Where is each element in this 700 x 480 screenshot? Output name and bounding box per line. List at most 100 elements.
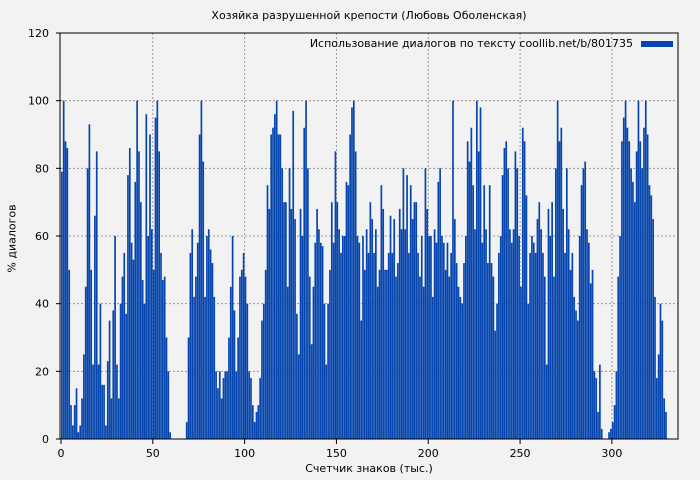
bar [152, 269, 155, 439]
bar [420, 236, 423, 439]
bar [161, 279, 164, 439]
bar [452, 100, 454, 440]
legend-label: Использование диалогов по тексту coollib… [309, 37, 633, 50]
bar [543, 276, 546, 439]
bar [622, 117, 625, 439]
bar [633, 202, 636, 439]
bar [584, 161, 587, 440]
bar [343, 236, 346, 439]
bar [119, 303, 122, 439]
bar [275, 100, 278, 440]
bar [580, 185, 583, 439]
bar [415, 202, 418, 439]
bar [156, 100, 159, 440]
bar [393, 219, 396, 439]
bar [665, 411, 667, 439]
bar [505, 141, 508, 439]
bar [635, 151, 638, 439]
bar [272, 127, 274, 439]
bar [206, 236, 208, 439]
bar [613, 405, 616, 439]
bar [378, 269, 381, 439]
bar [626, 127, 629, 439]
bar [207, 229, 210, 439]
bar [599, 364, 601, 439]
bar [542, 252, 544, 439]
bar [534, 252, 537, 439]
bar [134, 181, 137, 439]
bar [523, 141, 526, 439]
bar [384, 269, 386, 439]
bar [310, 344, 313, 439]
bar [479, 107, 482, 439]
bar [518, 236, 520, 439]
bar [529, 252, 531, 439]
bar [573, 296, 576, 439]
bar [619, 236, 621, 439]
bar [274, 114, 276, 439]
bar [422, 286, 425, 439]
bar [569, 269, 572, 439]
bar [251, 405, 254, 439]
bar [641, 168, 643, 440]
bar [84, 286, 87, 439]
bar [193, 296, 195, 439]
bar-series [61, 100, 667, 440]
bar [498, 252, 500, 439]
bar [514, 151, 517, 439]
bar [187, 337, 190, 439]
bar [474, 229, 476, 439]
bar [532, 242, 535, 439]
bar [628, 141, 631, 439]
bar [248, 371, 250, 439]
bar [101, 384, 104, 439]
bar [363, 269, 366, 439]
bar [158, 151, 161, 439]
bar [202, 161, 205, 440]
bar [545, 364, 548, 439]
bar [262, 303, 265, 439]
bar [516, 168, 519, 440]
bar [564, 252, 566, 439]
bar [553, 276, 555, 439]
bar [531, 236, 533, 439]
bar [266, 185, 269, 439]
bar [654, 296, 656, 439]
bar [139, 202, 142, 439]
bar [77, 432, 80, 439]
bar [86, 168, 89, 440]
bar [138, 151, 140, 439]
bar [538, 202, 541, 439]
x-tick-label: 50 [146, 447, 160, 460]
bar [218, 371, 221, 439]
bar [321, 246, 324, 439]
bar [391, 252, 394, 439]
bar [191, 229, 194, 439]
bar [62, 100, 65, 440]
bar [198, 134, 201, 439]
bar [303, 127, 306, 439]
bar [481, 242, 484, 439]
bar [81, 398, 83, 439]
bar [389, 215, 392, 439]
bar [253, 422, 256, 439]
bar [340, 252, 342, 439]
bar [424, 168, 427, 440]
bar [428, 236, 430, 439]
bar [141, 279, 144, 439]
bar [94, 215, 96, 439]
bar [154, 117, 157, 439]
y-tick-label: 40 [35, 298, 49, 311]
bar [330, 202, 333, 439]
bar [143, 303, 146, 439]
bar [301, 236, 304, 439]
bar [165, 337, 168, 439]
bar [453, 219, 456, 439]
bar [121, 276, 124, 439]
bar [657, 354, 660, 439]
bar [244, 276, 247, 439]
bar [441, 236, 443, 439]
bar [459, 296, 462, 439]
bar [296, 313, 298, 439]
bar [204, 296, 206, 439]
